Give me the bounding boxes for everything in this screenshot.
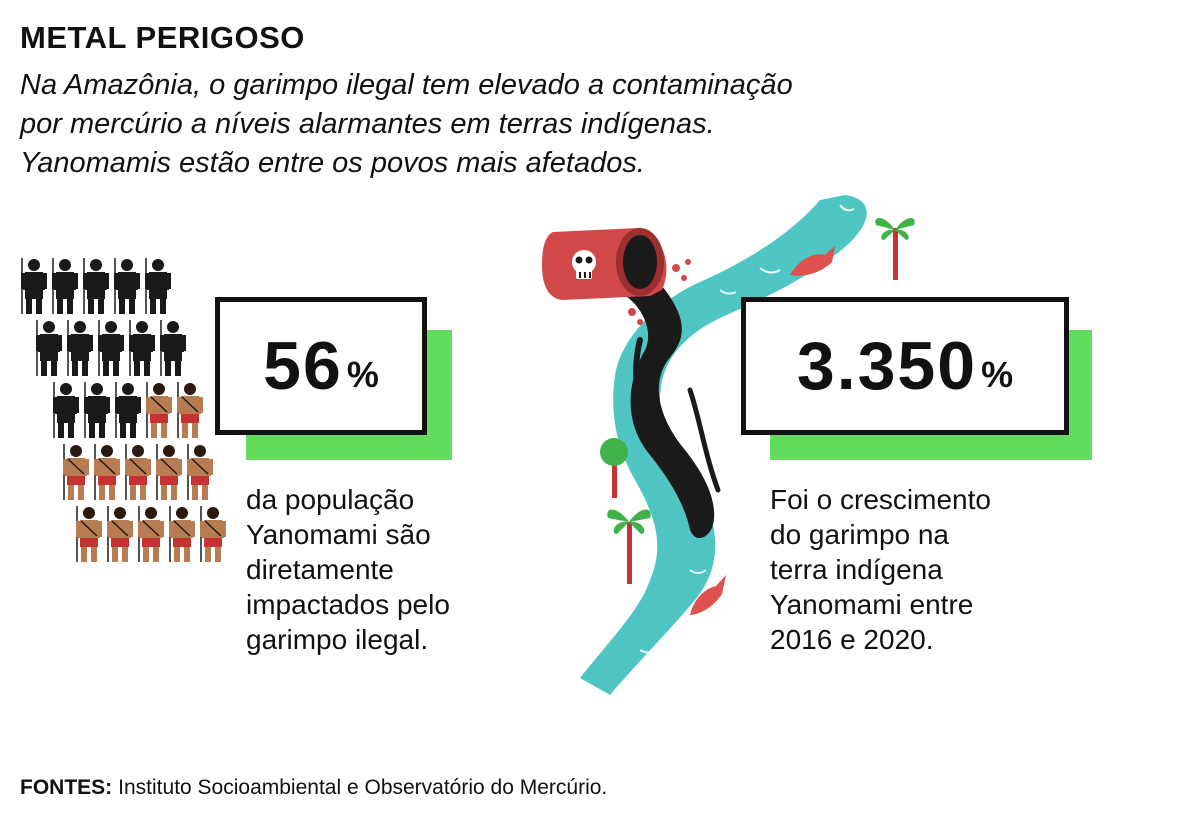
page-title: METAL PERIGOSO [20,20,305,55]
stat-description: Foi o crescimento do garimpo na terra in… [770,482,991,657]
tree-icon [600,438,628,498]
subtitle-line: Na Amazônia, o garimpo ilegal tem elevad… [20,69,793,101]
subtitle-line: Yanomamis estão entre os povos mais afet… [20,147,645,179]
stat-value: 56 [263,328,343,404]
sources-text: Instituto Socioambiental e Observatório … [118,776,608,799]
stat-description-line: 2016 e 2020. [770,624,934,655]
stat-description-line: garimpo ilegal. [246,624,429,655]
sources: FONTES: Instituto Socioambiental e Observ… [20,776,607,800]
stat-unit: % [346,354,379,395]
stat-description: da população Yanomami são diretamente im… [246,482,450,657]
stat-description-line: Yanomami são [246,519,431,550]
palm-tree-icon [607,509,651,584]
stat-description-line: terra indígena [770,554,943,585]
stat-description-line: Yanomami entre [770,589,974,620]
mercury-spill [615,262,715,539]
stat-box-growth: 3.350% [741,297,1069,435]
sources-label: FONTES: [20,776,113,799]
stat-unit: % [981,354,1014,395]
mercury-barrel-icon [542,228,667,300]
stat-description-line: diretamente [246,554,394,585]
fish-icon [690,575,726,615]
stat-description-line: impactados pelo [246,589,450,620]
stat-description-line: do garimpo na [770,519,950,550]
subtitle: Na Amazônia, o garimpo ilegal tem elevad… [20,66,1020,183]
stat-value: 3.350 [796,328,978,404]
subtitle-line: por mercúrio a níveis alarmantes em terr… [20,108,715,140]
skull-icon [572,250,596,279]
fish-icon [790,246,835,276]
palm-tree-icon [875,218,915,280]
stat-description-line: da população [246,484,415,515]
stat-box-population: 56% [215,297,427,435]
stat-description-line: Foi o crescimento [770,484,991,515]
